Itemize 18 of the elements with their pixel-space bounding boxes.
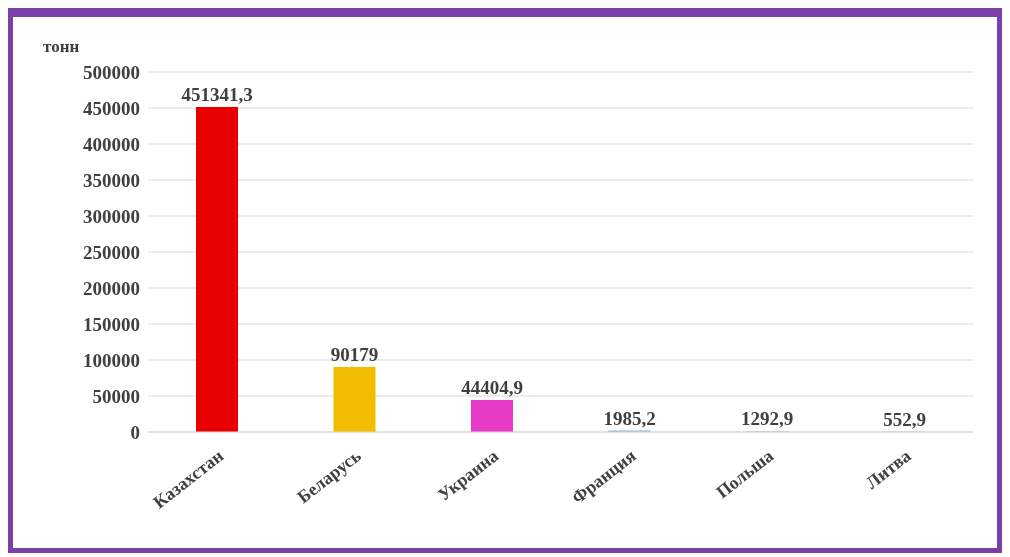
y-tick-label: 150000 [83, 313, 140, 335]
y-axis-title: тонн [43, 37, 80, 57]
y-tick-label: 50000 [92, 385, 140, 407]
y-tick-label: 0 [130, 421, 140, 443]
y-tick-label: 500000 [83, 61, 140, 83]
data-label: 44404,9 [461, 377, 523, 399]
data-label: 552,9 [883, 408, 926, 430]
data-label: 90179 [330, 344, 379, 366]
y-tick-label: 100000 [83, 349, 140, 371]
y-tick-label: 400000 [83, 133, 140, 155]
y-tick-label: 450000 [83, 97, 140, 119]
data-label: 1292,9 [740, 408, 794, 430]
y-tick-label: 200000 [83, 277, 140, 299]
y-tick-label: 350000 [83, 169, 140, 191]
data-label: 451341,3 [181, 84, 253, 106]
y-tick-label: 250000 [83, 241, 140, 263]
y-tick-label: 300000 [83, 205, 140, 227]
data-label: 1985,2 [603, 407, 656, 429]
